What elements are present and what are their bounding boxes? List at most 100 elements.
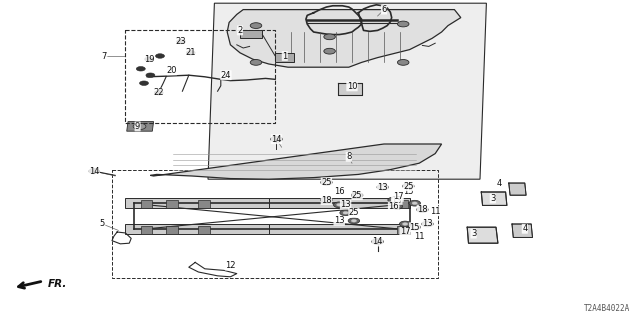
Polygon shape bbox=[397, 226, 408, 234]
Text: 3: 3 bbox=[490, 194, 495, 203]
Polygon shape bbox=[166, 226, 178, 234]
Polygon shape bbox=[125, 198, 269, 208]
Text: 25: 25 bbox=[403, 182, 413, 191]
Circle shape bbox=[348, 218, 360, 224]
Polygon shape bbox=[512, 224, 532, 237]
Text: 4: 4 bbox=[497, 180, 502, 188]
Text: 12: 12 bbox=[225, 261, 236, 270]
Polygon shape bbox=[198, 226, 210, 234]
Text: 18: 18 bbox=[321, 196, 332, 204]
Text: 23: 23 bbox=[176, 37, 186, 46]
Text: 13: 13 bbox=[334, 216, 344, 225]
Circle shape bbox=[324, 48, 335, 54]
Text: 14: 14 bbox=[372, 237, 383, 246]
Circle shape bbox=[399, 221, 411, 227]
Circle shape bbox=[351, 192, 363, 198]
Polygon shape bbox=[141, 226, 152, 234]
Text: 3: 3 bbox=[471, 229, 476, 238]
Text: 14: 14 bbox=[89, 167, 99, 176]
Circle shape bbox=[89, 169, 99, 174]
Circle shape bbox=[351, 220, 356, 222]
Text: 2: 2 bbox=[237, 26, 243, 35]
Text: 17: 17 bbox=[400, 228, 410, 236]
Text: 19: 19 bbox=[144, 55, 154, 64]
Text: 5: 5 bbox=[100, 220, 105, 228]
Circle shape bbox=[133, 123, 146, 130]
Text: 15: 15 bbox=[410, 223, 420, 232]
Circle shape bbox=[417, 207, 428, 212]
Circle shape bbox=[324, 181, 329, 184]
Text: 25: 25 bbox=[349, 208, 359, 217]
Polygon shape bbox=[481, 192, 507, 205]
Polygon shape bbox=[150, 144, 442, 179]
Circle shape bbox=[409, 224, 420, 230]
Circle shape bbox=[377, 184, 388, 190]
Polygon shape bbox=[208, 3, 486, 179]
Circle shape bbox=[391, 204, 403, 209]
Circle shape bbox=[412, 202, 417, 204]
Circle shape bbox=[394, 205, 399, 208]
Text: 9: 9 bbox=[135, 122, 140, 131]
Circle shape bbox=[177, 39, 186, 44]
Circle shape bbox=[156, 54, 164, 58]
Polygon shape bbox=[227, 10, 461, 67]
Text: T2A4B4022A: T2A4B4022A bbox=[584, 304, 630, 313]
Circle shape bbox=[145, 57, 154, 61]
Text: 6: 6 bbox=[381, 5, 387, 14]
Polygon shape bbox=[509, 183, 526, 195]
Polygon shape bbox=[166, 200, 178, 208]
Text: 17: 17 bbox=[393, 192, 403, 201]
Circle shape bbox=[372, 239, 383, 244]
Text: 25: 25 bbox=[321, 178, 332, 187]
Circle shape bbox=[343, 212, 348, 214]
Polygon shape bbox=[198, 200, 210, 208]
Text: 16: 16 bbox=[388, 202, 399, 211]
Text: 13: 13 bbox=[378, 183, 388, 192]
Circle shape bbox=[340, 210, 351, 216]
Circle shape bbox=[412, 226, 417, 228]
Text: 13: 13 bbox=[392, 196, 402, 204]
Circle shape bbox=[403, 223, 408, 225]
Circle shape bbox=[355, 194, 360, 196]
Circle shape bbox=[146, 73, 155, 77]
Circle shape bbox=[271, 136, 282, 142]
Circle shape bbox=[250, 60, 262, 65]
Circle shape bbox=[321, 197, 332, 203]
Text: 14: 14 bbox=[271, 135, 282, 144]
Text: 18: 18 bbox=[417, 205, 428, 214]
Polygon shape bbox=[141, 200, 152, 208]
Text: 1: 1 bbox=[282, 52, 287, 60]
Polygon shape bbox=[269, 224, 410, 234]
Circle shape bbox=[397, 60, 409, 65]
Polygon shape bbox=[338, 83, 362, 95]
Text: 7: 7 bbox=[102, 52, 107, 60]
Text: FR.: FR. bbox=[48, 279, 67, 289]
Circle shape bbox=[422, 221, 433, 227]
Text: 13: 13 bbox=[340, 200, 351, 209]
Circle shape bbox=[140, 81, 148, 85]
Circle shape bbox=[337, 204, 342, 206]
Circle shape bbox=[333, 202, 345, 208]
Circle shape bbox=[250, 23, 262, 28]
Text: 22: 22 bbox=[154, 88, 164, 97]
Circle shape bbox=[380, 186, 385, 188]
Polygon shape bbox=[125, 224, 269, 234]
Polygon shape bbox=[275, 53, 294, 62]
Circle shape bbox=[409, 200, 420, 206]
Circle shape bbox=[397, 21, 409, 27]
Circle shape bbox=[391, 199, 396, 201]
Text: 21: 21 bbox=[186, 48, 196, 57]
Polygon shape bbox=[269, 198, 410, 208]
Text: 24: 24 bbox=[221, 71, 231, 80]
Polygon shape bbox=[127, 122, 154, 131]
Circle shape bbox=[154, 91, 163, 95]
Circle shape bbox=[136, 67, 145, 71]
Polygon shape bbox=[467, 227, 498, 243]
Circle shape bbox=[403, 183, 414, 189]
Polygon shape bbox=[240, 30, 262, 38]
Circle shape bbox=[406, 185, 411, 188]
Circle shape bbox=[425, 223, 430, 225]
Circle shape bbox=[388, 197, 399, 203]
Circle shape bbox=[324, 34, 335, 40]
Circle shape bbox=[321, 180, 332, 185]
